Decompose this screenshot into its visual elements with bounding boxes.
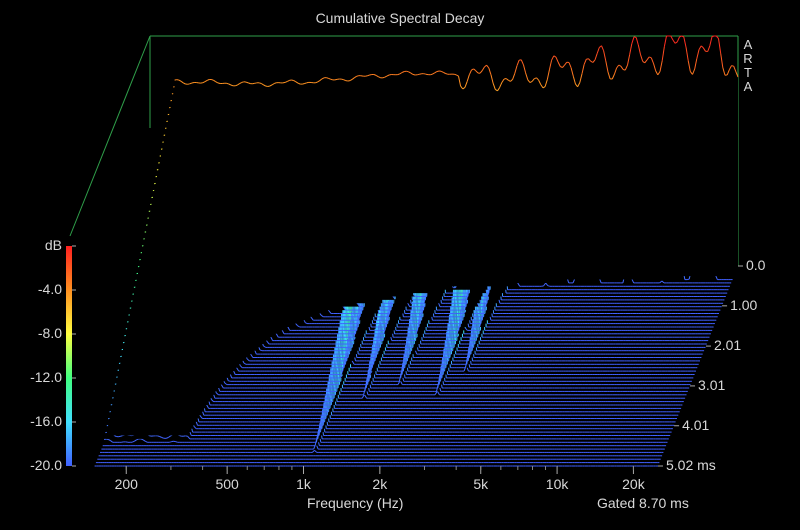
slice-segment bbox=[142, 439, 146, 442]
slice-segment bbox=[120, 435, 123, 437]
slice-segment bbox=[159, 436, 163, 438]
slice-segment bbox=[199, 415, 203, 419]
slice-segment bbox=[322, 395, 326, 426]
slice-mask bbox=[101, 443, 665, 450]
slice-segment bbox=[168, 441, 172, 443]
decay-slice bbox=[102, 436, 667, 447]
slice-segment bbox=[161, 437, 165, 439]
slice-segment bbox=[148, 435, 152, 437]
slice-mask bbox=[106, 416, 671, 436]
slice-mask bbox=[109, 402, 673, 429]
slice-segment bbox=[140, 438, 144, 441]
slice-segment bbox=[185, 435, 188, 437]
slice-mask bbox=[112, 388, 676, 422]
slice-segment bbox=[168, 435, 171, 438]
decay-slices bbox=[94, 35, 739, 467]
slice-segment bbox=[165, 437, 169, 439]
slice-segment bbox=[330, 354, 334, 406]
slice-segment bbox=[136, 438, 139, 441]
slice-segment bbox=[193, 426, 197, 430]
slice-segment bbox=[175, 441, 178, 443]
slice-segment bbox=[134, 439, 137, 442]
slice-segment bbox=[187, 436, 191, 440]
slice-segment bbox=[178, 434, 182, 437]
slice-segment bbox=[157, 435, 160, 437]
slice-mask bbox=[108, 409, 672, 433]
slice-segment bbox=[171, 440, 174, 443]
slice-segment bbox=[206, 404, 210, 409]
slice-segment bbox=[110, 440, 114, 443]
frame-diagonal-edge bbox=[69, 35, 151, 237]
slice-segment bbox=[113, 434, 117, 437]
slice-segment bbox=[314, 449, 318, 453]
slice-segment bbox=[131, 440, 135, 443]
slice-segment bbox=[118, 435, 121, 438]
slice-segment bbox=[312, 449, 315, 453]
slice-segment bbox=[108, 439, 111, 442]
decay-slice bbox=[101, 443, 665, 450]
decay-slice bbox=[100, 449, 664, 453]
slice-segment bbox=[144, 440, 148, 443]
slice-mask bbox=[110, 395, 675, 426]
